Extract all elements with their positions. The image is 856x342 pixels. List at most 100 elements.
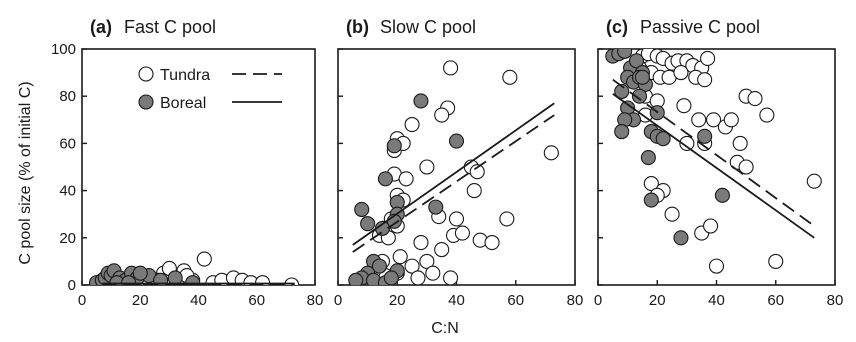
boreal-point xyxy=(631,88,648,104)
tundra-point xyxy=(499,211,515,227)
data-layer xyxy=(348,60,559,285)
x-tick-label: 60 xyxy=(248,292,265,309)
boreal-point xyxy=(386,138,402,154)
panel-title: Passive C pool xyxy=(640,17,760,37)
panel-b: (b) Slow C pool 0 20 40 60 80 xyxy=(334,17,584,309)
boreal-point xyxy=(185,275,201,285)
x-tick-label: 20 xyxy=(132,292,149,309)
boreal-point xyxy=(348,272,364,285)
tundra-point xyxy=(705,112,722,128)
tundra-point xyxy=(469,164,485,180)
tundra-point xyxy=(484,234,500,251)
tundra-point xyxy=(419,253,435,269)
boreal-point xyxy=(643,192,659,208)
tundra-point xyxy=(284,277,300,285)
tundra-point xyxy=(398,171,414,187)
boreal-point xyxy=(413,93,429,109)
y-tick-label: 100 xyxy=(51,41,76,58)
y-tick-label: 80 xyxy=(59,88,76,105)
x-tick-label: 20 xyxy=(649,292,666,309)
boreal-point xyxy=(614,124,630,140)
boreal-point xyxy=(617,49,633,59)
x-axis-label: C:N xyxy=(431,320,459,337)
tundra-point xyxy=(676,98,692,114)
plot-frame xyxy=(337,48,576,286)
x-tick-label: 0 xyxy=(78,292,86,309)
y-tick-label: 60 xyxy=(59,135,76,152)
legend-label-boreal: Boreal xyxy=(160,95,206,112)
data-layer xyxy=(605,49,822,274)
x-tick-label: 80 xyxy=(827,292,844,309)
boreal-point xyxy=(383,270,399,285)
x-tick-label: 40 xyxy=(708,292,725,309)
legend: Tundra Boreal xyxy=(138,66,282,112)
tundra-point xyxy=(697,72,713,88)
data-layer xyxy=(89,251,300,285)
panel-c: (c) Passive C pool 0 20 40 60 80 xyxy=(594,17,844,309)
tundra-point xyxy=(454,225,470,241)
tundra-point xyxy=(759,107,775,123)
boreal-point xyxy=(628,53,645,69)
x-tick-label: 40 xyxy=(448,292,465,309)
tundra-point xyxy=(673,65,689,81)
tundra-point xyxy=(434,242,450,258)
tundra-point xyxy=(747,91,763,107)
x-tick-label: 60 xyxy=(767,292,784,309)
boreal-point xyxy=(354,201,370,218)
tundra-point xyxy=(691,112,707,128)
x-tick-label: 0 xyxy=(334,292,342,309)
boreal-point xyxy=(640,150,656,166)
boreal-point xyxy=(132,265,148,281)
x-tick-label: 80 xyxy=(567,292,584,309)
y-tick-label: 40 xyxy=(59,183,76,200)
panel-label: (a) xyxy=(90,17,112,37)
tundra-point xyxy=(392,249,408,265)
tundra-point xyxy=(196,251,212,267)
boreal-point xyxy=(428,199,444,215)
tundra-point xyxy=(723,112,739,128)
panel-title: Fast C pool xyxy=(124,17,216,37)
boreal-point xyxy=(614,83,630,100)
x-tick-label: 40 xyxy=(190,292,207,309)
boreal-point xyxy=(634,69,650,85)
tundra-point xyxy=(664,206,680,222)
tundra-point xyxy=(443,270,459,285)
tundra-point xyxy=(543,145,559,161)
x-tick-label: 0 xyxy=(594,292,602,309)
plot-frame xyxy=(81,48,316,286)
tundra-point xyxy=(410,270,426,285)
boreal-point xyxy=(121,275,137,285)
tundra-point xyxy=(643,175,659,192)
y-axis-label: C pool size (% of initial C) xyxy=(17,81,34,264)
tundra-point xyxy=(404,258,420,274)
tundra-point xyxy=(413,234,429,251)
tundra-point xyxy=(425,265,441,281)
boreal-point xyxy=(153,272,169,285)
boreal-fit-line xyxy=(612,93,815,239)
x-tick-label: 80 xyxy=(307,292,324,309)
tundra-point xyxy=(679,135,695,151)
boreal-point xyxy=(371,258,388,274)
tundra-point xyxy=(404,116,420,133)
panel-a: (a) Fast C pool 0 20 40 60 80 0 20 40 60 80 100 xyxy=(51,17,323,309)
panel-title: Slow C pool xyxy=(380,17,476,37)
boreal-point xyxy=(673,230,689,246)
boreal-point xyxy=(448,133,465,149)
boreal-point xyxy=(697,128,713,144)
tundra-point xyxy=(466,183,482,199)
x-tick-label: 20 xyxy=(389,292,406,309)
tundra-point xyxy=(502,69,518,85)
boreal-point xyxy=(360,216,376,232)
tundra-point xyxy=(738,159,754,175)
legend-marker-boreal xyxy=(138,94,154,110)
legend-label-tundra: Tundra xyxy=(160,67,210,84)
tundra-point xyxy=(806,173,822,189)
legend-marker-tundra xyxy=(138,66,154,82)
tundra-point xyxy=(768,253,784,269)
tundra-point xyxy=(255,275,271,285)
tundra-point xyxy=(434,107,450,123)
boreal-point xyxy=(655,131,671,147)
y-tick-label: 20 xyxy=(59,230,76,247)
tundra-point xyxy=(700,50,716,66)
